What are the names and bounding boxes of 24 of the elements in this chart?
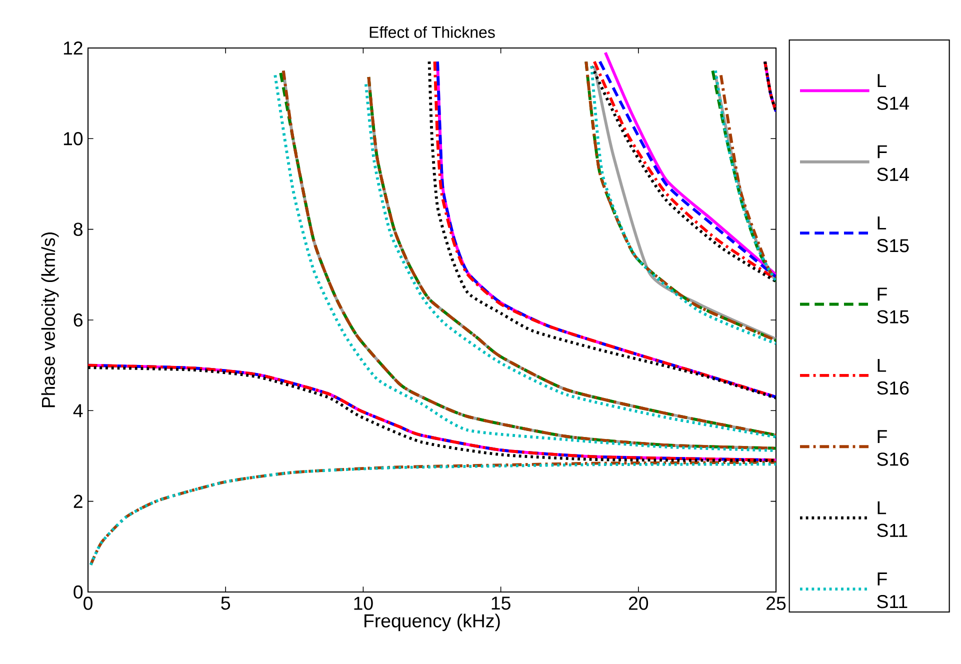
- y-tick-label: 0: [74, 585, 83, 599]
- y-axis-title: Phase velocity (km/s): [41, 232, 59, 408]
- x-tick-label: 10: [354, 596, 373, 610]
- y-tick-label: 4: [73, 404, 83, 418]
- legend-label: L S11: [877, 501, 908, 538]
- x-axis-title: Frequency (kHz): [364, 614, 500, 632]
- legend-label: F S11: [877, 572, 908, 608]
- y-tick-label: 2: [74, 494, 82, 508]
- y-tick-label: 6: [74, 313, 82, 327]
- legend-label: F S16: [877, 430, 909, 466]
- legend-label: L S16: [877, 358, 909, 395]
- legend-label: F S15: [877, 288, 909, 324]
- x-tick-label: 25: [766, 596, 786, 610]
- y-tick-label: 12: [64, 41, 82, 55]
- legend-label: F S14: [877, 145, 909, 182]
- chart-title: Effect of Thicknes: [370, 26, 495, 38]
- x-tick-label: 20: [628, 596, 648, 610]
- y-tick-label: 8: [74, 222, 82, 236]
- y-tick-label: 10: [64, 132, 83, 146]
- x-tick-label: 0: [84, 596, 92, 610]
- x-tick-label: 15: [492, 596, 510, 610]
- x-tick-label: 5: [221, 596, 230, 610]
- legend-label: L S14: [877, 74, 909, 110]
- legend-label: L S15: [877, 216, 909, 252]
